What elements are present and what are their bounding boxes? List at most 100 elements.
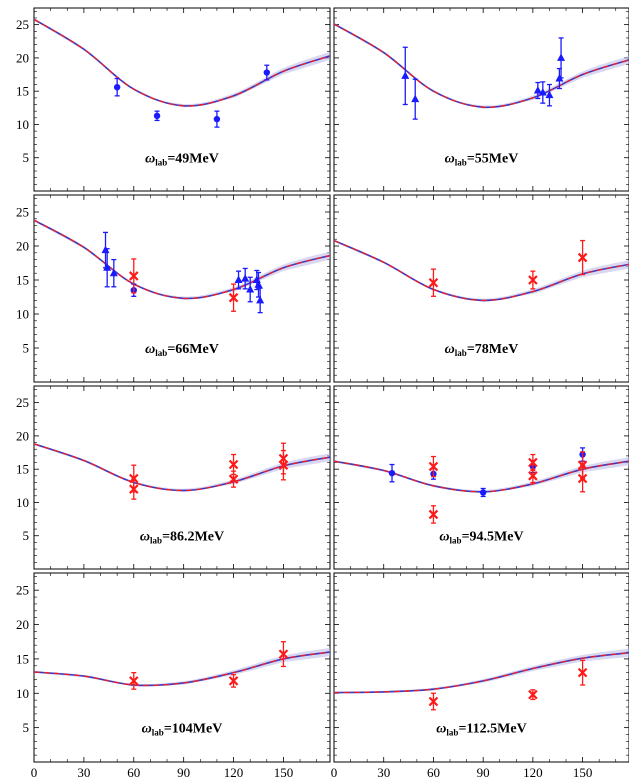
panel-label: ωlab=66MeV <box>145 342 219 358</box>
panel-label: ωlab=49MeV <box>145 151 219 167</box>
panel-frame <box>333 7 629 192</box>
ticks <box>334 195 629 382</box>
curve-blue <box>34 18 330 107</box>
data-point <box>213 110 221 128</box>
data-point <box>109 258 118 288</box>
uncertainty-band <box>34 442 330 493</box>
data-point <box>241 267 250 290</box>
label-symbol: ω <box>140 529 150 544</box>
data-point <box>557 37 566 79</box>
ticks <box>334 573 629 762</box>
y-tick-label: 15 <box>16 462 29 477</box>
label-symbol: ω <box>145 342 155 357</box>
panel-1: 5 10 15 20 25 ωlab=49MeV <box>16 7 331 192</box>
panel-4: ωlab=78MeV <box>333 194 629 383</box>
data-point <box>528 270 538 290</box>
x-tick-label: 150 <box>573 765 593 780</box>
y-tick-label: 20 <box>16 617 29 632</box>
data-point <box>128 258 139 294</box>
panel-label: ωlab=94.5MeV <box>439 529 523 545</box>
ticks <box>34 573 330 762</box>
data-point <box>128 464 139 493</box>
x-tick-label: 150 <box>274 765 294 780</box>
y-tick-label: 20 <box>16 428 29 443</box>
label-symbol: ω <box>142 721 152 736</box>
y-tick-label: 5 <box>23 150 30 165</box>
label-symbol: ω <box>445 342 455 357</box>
label-subscript: lab <box>446 727 458 737</box>
data-point <box>577 239 588 276</box>
panel-label: ωlab=86.2MeV <box>140 529 224 545</box>
y-tick-label: 25 <box>16 583 29 598</box>
label-value: =112.5MeV <box>458 721 526 736</box>
panel-label: ωlab=112.5MeV <box>436 721 526 737</box>
data-point <box>263 64 271 81</box>
data-point <box>388 463 396 483</box>
data-point <box>234 270 243 290</box>
x-tick-label: 120 <box>523 765 543 780</box>
data-point <box>401 46 410 106</box>
theory-curves <box>334 22 629 109</box>
uncertainty-band <box>34 18 330 108</box>
data-point <box>246 276 255 303</box>
y-tick-label: 5 <box>23 528 30 543</box>
label-subscript: lab <box>450 535 462 545</box>
label-value: =104MeV <box>164 721 223 736</box>
data-point <box>153 110 161 122</box>
label-subscript: lab <box>455 348 467 358</box>
label-value: =49MeV <box>167 151 219 166</box>
y-tick-label: 10 <box>16 307 29 322</box>
data-point <box>533 81 542 100</box>
panel-label: ωlab=55MeV <box>445 151 519 167</box>
data-point <box>428 268 439 297</box>
data-point <box>577 464 588 493</box>
data-point <box>577 659 588 686</box>
uncertainty-band <box>34 219 330 301</box>
panel-3: 5 10 15 20 25 ωlab=66MeV <box>16 194 331 383</box>
label-subscript: lab <box>155 348 167 358</box>
x-tick-label: 60 <box>127 765 140 780</box>
y-tick-label: 25 <box>16 17 29 32</box>
data-point <box>528 453 538 472</box>
data-point <box>528 468 538 484</box>
x-tick-label: 30 <box>77 765 90 780</box>
y-tick-label: 10 <box>16 117 29 132</box>
theory-curves <box>34 18 330 108</box>
theory-curves <box>34 219 330 301</box>
label-symbol: ω <box>445 151 455 166</box>
data-point <box>256 287 265 314</box>
y-tick-label: 15 <box>16 651 29 666</box>
panel-label: ωlab=78MeV <box>445 342 519 358</box>
y-tick-label: 20 <box>16 50 29 65</box>
x-tick-label: 30 <box>377 765 390 780</box>
label-subscript: lab <box>455 157 467 167</box>
data-point <box>411 78 420 120</box>
y-tick-label: 25 <box>16 205 29 220</box>
panel-2: ωlab=55MeV <box>333 7 629 192</box>
label-value: =66MeV <box>167 342 219 357</box>
y-tick-label: 10 <box>16 686 29 701</box>
label-value: =86.2MeV <box>162 529 224 544</box>
label-value: =78MeV <box>467 342 519 357</box>
panel-label: ωlab=104MeV <box>142 721 223 737</box>
data-point <box>103 248 112 288</box>
panel-frame <box>33 385 331 570</box>
x-tick-label: 60 <box>427 765 440 780</box>
label-symbol: ω <box>145 151 155 166</box>
y-tick-label: 15 <box>16 273 29 288</box>
uncertainty-band <box>334 22 629 109</box>
data-point <box>428 455 439 478</box>
data-point <box>228 470 239 488</box>
data-point <box>528 689 538 701</box>
x-tick-label: 0 <box>31 765 38 780</box>
curve-blue <box>334 23 629 109</box>
data-point <box>278 641 289 668</box>
data-point <box>538 81 547 104</box>
label-subscript: lab <box>152 727 164 737</box>
x-tick-label: 90 <box>177 765 190 780</box>
panel-6: ωlab=94.5MeV <box>333 385 629 570</box>
panel-frame <box>333 572 629 763</box>
y-tick-label: 5 <box>23 720 30 735</box>
x-tick-label: 90 <box>477 765 490 780</box>
